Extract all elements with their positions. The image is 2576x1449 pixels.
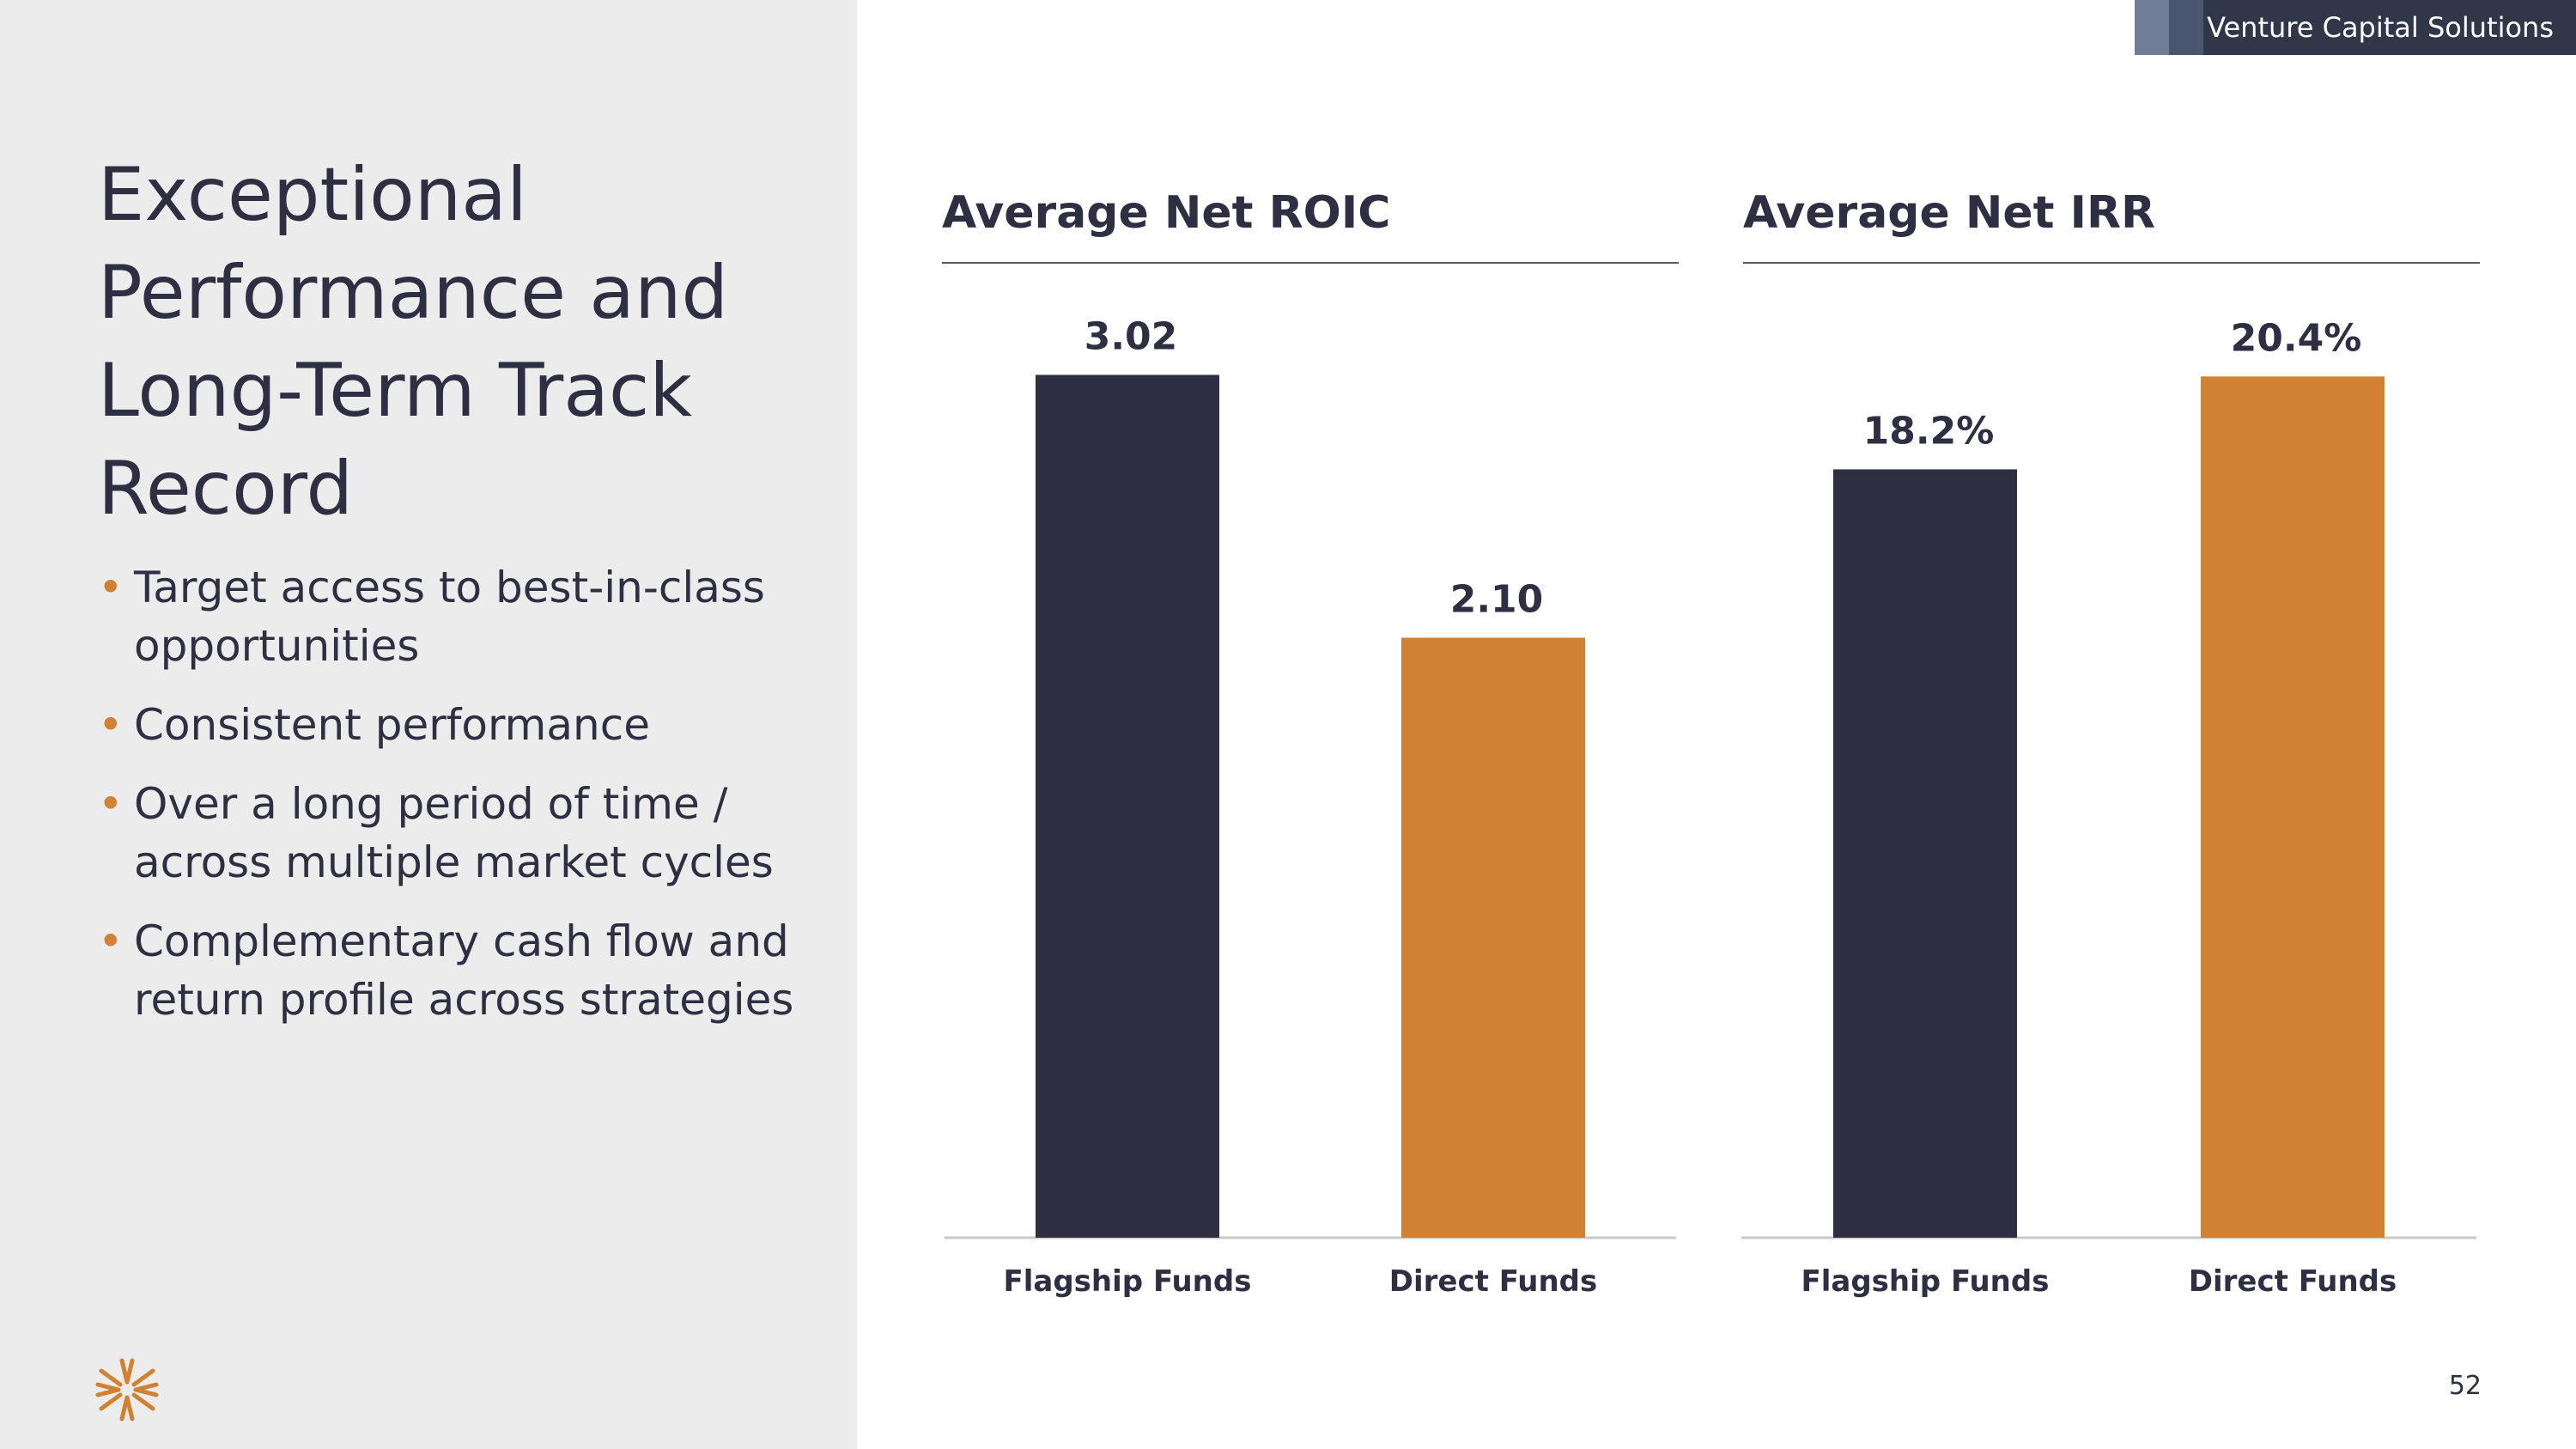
bullet-text: Complementary cash flow and return profi… [134, 916, 794, 1025]
bar-roic-1 [1401, 637, 1585, 1238]
tick-label-roic-0: Flagship Funds [1004, 1264, 1252, 1299]
data-label-roic-0: 3.02 [1084, 314, 1178, 358]
bullet-marker: • [98, 916, 124, 966]
bar-irr-0 [1833, 469, 2017, 1238]
header-accent-mid [2169, 0, 2203, 55]
bullet-text: Consistent performance [134, 700, 650, 750]
bar-roic-0 [1036, 374, 1219, 1238]
bullet-item: • Target access to best-in-class opportun… [94, 558, 833, 675]
header-label: Venture Capital Solutions [2203, 0, 2576, 55]
bullet-item: • Over a long period of time / across mul… [94, 775, 833, 892]
company-logo-icon [95, 1358, 159, 1422]
bullet-text: Over a long period of time / across mult… [134, 779, 774, 887]
header-accent-light [2135, 0, 2169, 55]
data-label-roic-1: 2.10 [1450, 577, 1544, 621]
tick-label-roic-1: Direct Funds [1389, 1264, 1597, 1299]
page-number: 52 [2448, 1371, 2482, 1401]
bullet-list: • Target access to best-in-class opportun… [94, 558, 833, 1050]
chart-title-irr: Average Net IRR [1743, 187, 2156, 239]
data-label-irr-1: 20.4% [2231, 316, 2362, 360]
tick-label-irr-0: Flagship Funds [1801, 1264, 2050, 1299]
bullet-marker: • [98, 779, 124, 829]
slide-title: Exceptional Performance and Long-Term Tr… [98, 152, 729, 532]
bullet-text: Target access to best-in-class opportuni… [134, 563, 765, 671]
tick-label-irr-1: Direct Funds [2189, 1264, 2397, 1299]
bullet-item: • Consistent performance [94, 696, 833, 754]
chart-title-rule-irr [1743, 262, 2480, 264]
chart-title-roic: Average Net ROIC [942, 187, 1391, 239]
chart-title-rule-roic [942, 262, 1679, 264]
left-panel [0, 0, 857, 1449]
bullet-item: • Complementary cash flow and return prof… [94, 912, 833, 1029]
bar-irr-1 [2201, 376, 2385, 1238]
bullet-marker: • [98, 700, 124, 750]
bullet-marker: • [98, 563, 124, 612]
data-label-irr-0: 18.2% [1863, 409, 1995, 453]
